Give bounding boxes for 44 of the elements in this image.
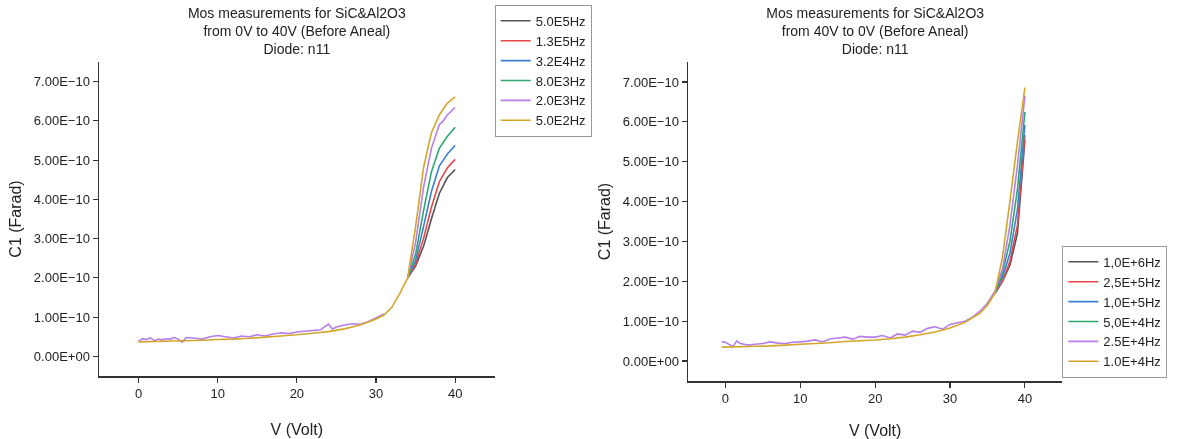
- y-axis-title: C1 (Farad): [7, 180, 25, 258]
- y-tick-label: 2.00E−10: [622, 273, 679, 289]
- legend-label: 3.2E4Hz: [535, 53, 586, 69]
- y-tick-label: 1.00E−10: [33, 309, 90, 325]
- chart-title: Mos measurements for SiC&Al2O3 from 40V to 0V (Before Aneal) Diode: n11: [766, 5, 985, 58]
- legend-label: 1.3E5Hz: [535, 33, 586, 49]
- legend-label: 2.0E3Hz: [535, 93, 586, 109]
- legend-label: 2,5E+5Hz: [1103, 274, 1161, 290]
- x-tick-label: 10: [210, 386, 225, 402]
- legend-label: 1,0E+5Hz: [1103, 294, 1161, 310]
- y-tick-label: 3.00E−10: [33, 231, 90, 247]
- x-tick-label: 40: [447, 386, 463, 402]
- legend-label: 5,0E+4Hz: [1103, 314, 1161, 330]
- legend-label: 5.0E2Hz: [535, 113, 586, 129]
- y-tick-label: 6.00E−10: [622, 114, 679, 130]
- y-tick-label: 5.00E−10: [33, 152, 90, 168]
- y-tick-label: 3.00E−10: [622, 233, 679, 249]
- y-tick-label: 0.00E+00: [33, 348, 90, 364]
- y-tick-label: 4.00E−10: [33, 191, 90, 207]
- x-axis-title: V (Volt): [848, 422, 902, 439]
- y-tick-label: 6.00E−10: [33, 113, 90, 129]
- y-tick-label: 4.00E−10: [622, 194, 679, 210]
- y-tick-label: 5.00E−10: [622, 154, 679, 170]
- x-tick-label: 10: [793, 391, 808, 407]
- x-tick-label: 30: [368, 386, 384, 402]
- x-axis-title: V (Volt): [270, 420, 324, 438]
- x-tick-label: 20: [289, 386, 305, 402]
- y-tick-label: 2.00E−10: [33, 270, 90, 286]
- x-tick-label: 40: [1017, 391, 1033, 407]
- y-tick-label: 7.00E−10: [622, 74, 679, 90]
- y-tick-label: 0.00E+00: [622, 353, 679, 369]
- legend-label: 5.0E5Hz: [535, 13, 586, 29]
- x-tick-label: 0: [134, 386, 143, 402]
- x-tick-label: 20: [867, 391, 883, 407]
- x-tick-label: 30: [942, 391, 958, 407]
- legend-label: 1.0E+4Hz: [1103, 354, 1161, 370]
- legend-label: 2.5E+4Hz: [1103, 334, 1161, 350]
- y-tick-label: 7.00E−10: [33, 74, 90, 90]
- legend-label: 1,0E+6Hz: [1103, 254, 1161, 270]
- y-axis-title: C1 (Farad): [596, 182, 614, 261]
- y-tick-label: 1.00E−10: [622, 313, 679, 329]
- x-tick-label: 0: [721, 391, 730, 407]
- legend-label: 8.0E3Hz: [535, 73, 586, 89]
- chart-title: Mos measurements for SiC&Al2O3 from 0V to 40V (Before Aneal) Diode: n11: [187, 5, 406, 58]
